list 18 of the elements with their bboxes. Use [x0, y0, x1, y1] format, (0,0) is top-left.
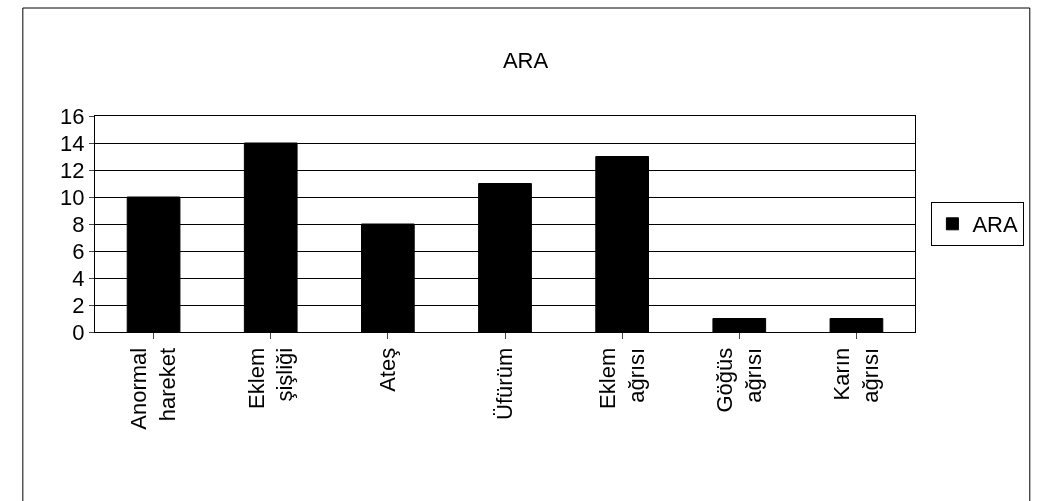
x-tick-label: Eklem ağrısı — [594, 347, 649, 409]
x-tick-label: Eklem şişliği — [243, 347, 298, 409]
y-tick-label: 4 — [72, 265, 85, 291]
x-tick-label: Ateş — [375, 347, 401, 392]
y-tick-label: 8 — [72, 211, 85, 237]
x-tick-label: Karın ağrısı — [829, 347, 883, 403]
legend-label: ARA — [972, 212, 1018, 238]
chart-title: ARA — [502, 47, 549, 73]
x-tick-label: Anormal hareket — [126, 347, 181, 430]
y-tick-label: 10 — [60, 184, 85, 210]
x-tick-label: Üfürüm — [492, 347, 518, 420]
y-tick-label: 0 — [72, 319, 85, 345]
y-tick-label: 12 — [60, 157, 85, 183]
y-tick-label: 16 — [60, 103, 85, 129]
y-tick-label: 14 — [60, 130, 85, 156]
y-tick-label: 6 — [72, 238, 85, 264]
x-tick-label: Göğüs ağrısı — [712, 347, 766, 413]
y-tick-label: 2 — [72, 292, 85, 318]
